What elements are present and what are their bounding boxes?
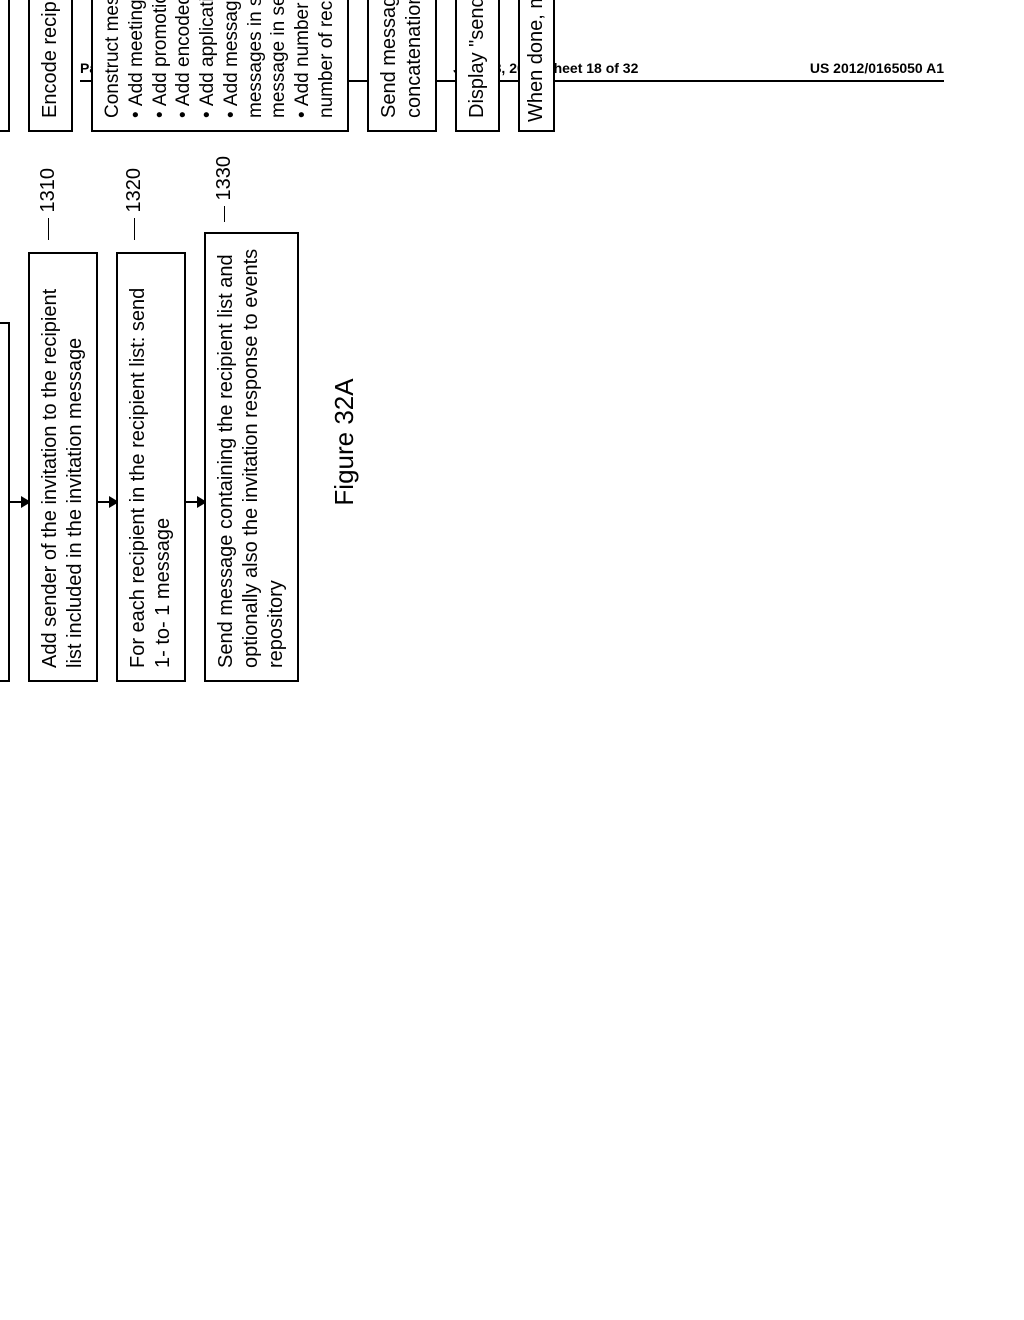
- arrow-1300-1310: [10, 322, 28, 682]
- arrow-1340-1350: [10, 0, 28, 132]
- box-1330-text: Send message containing the recipient li…: [215, 249, 287, 668]
- arrow-1360-1370: [349, 0, 367, 132]
- box-1360-lead: Construct message:: [101, 0, 125, 118]
- box-1310-text: Add sender of the invitation to the reci…: [39, 289, 86, 668]
- box-1340: Exclude current recipient from recipient…: [0, 0, 10, 132]
- box-1360-b3: • Add encoded recipient list: [172, 0, 196, 118]
- box-1360-b6-text: Add number of recipients (when using var…: [292, 0, 337, 118]
- box-1390: When done, move to next recipient in lis…: [518, 0, 555, 132]
- box-1370: Send message (messages when using concat…: [367, 0, 437, 132]
- arrow-1320-1330: [186, 322, 204, 682]
- columns: Get user's response: Accept / Decline 13…: [0, 0, 600, 682]
- box-1380-text: Display "sending" text: [466, 0, 488, 118]
- box-1320: For each recipient in the recipient list…: [116, 252, 186, 682]
- box-1320-text: For each recipient in the recipient list…: [127, 288, 174, 668]
- box-1360-b1: • Add meeting response (accept / decline…: [125, 0, 149, 118]
- ref-1330: 1330: [212, 156, 237, 222]
- ref-1330-num: 1330: [213, 156, 235, 201]
- arrow-1370-1380: [437, 0, 455, 132]
- box-1360-b4-text: Add application marker: [197, 0, 218, 106]
- box-1310: Add sender of the invitation to the reci…: [28, 252, 98, 682]
- ref-1320: 1320: [122, 168, 147, 240]
- box-1360-b2-text: Add promotional text (optional): [150, 0, 171, 106]
- box-1370-text: Send message (messages when using concat…: [378, 0, 425, 118]
- ref-1320-num: 1320: [123, 168, 145, 213]
- box-1360-b2: • Add promotional text (optional): [149, 0, 173, 118]
- box-1360-b4: • Add application marker: [196, 0, 220, 118]
- box-1390-text: When done, move to next recipient in lis…: [525, 0, 547, 122]
- box-1360: Construct message: • Add meeting respons…: [91, 0, 349, 132]
- ref-1310: 1310: [36, 168, 61, 240]
- figure-32b-column: Exclude current recipient from recipient…: [0, 0, 600, 132]
- box-1360-b5: • Add message sequence ID, total number …: [220, 0, 291, 118]
- figure-32a-label: Figure 32A: [329, 378, 360, 505]
- figure-32a-column: Get user's response: Accept / Decline 13…: [0, 202, 600, 682]
- box-1380: Display "sending" text 1380: [455, 0, 500, 132]
- box-1330: Send message containing the recipient li…: [204, 232, 299, 682]
- ref-1310-num: 1310: [37, 168, 59, 213]
- arrow-1380-1390: [500, 0, 518, 132]
- box-1300: Get user's response: Accept / Decline 13…: [0, 322, 10, 682]
- box-1350-text: Encode recipient list: [39, 0, 61, 118]
- page: Patent Application Publication Jun. 28, …: [80, 60, 944, 1260]
- diagram-rotated: Get user's response: Accept / Decline 13…: [0, 0, 1024, 682]
- arrow-1350-1360: [73, 0, 91, 132]
- box-1360-b5-text: Add message sequence ID, total number of…: [221, 0, 290, 118]
- box-1360-b6: • Add number of recipients (when using v…: [291, 0, 339, 118]
- arrow-1310-1320: [98, 322, 116, 682]
- box-1350: Encode recipient list 1350: [28, 0, 73, 132]
- box-1360-b1-text: Add meeting response (accept / decline): [126, 0, 147, 106]
- box-1360-b3-text: Add encoded recipient list: [173, 0, 194, 106]
